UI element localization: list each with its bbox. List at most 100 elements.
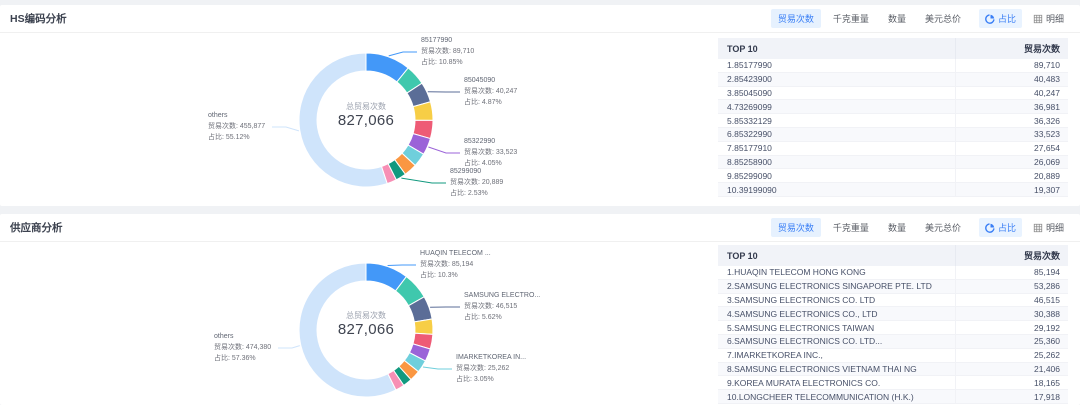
donut-segment[interactable] bbox=[298, 52, 388, 188]
table-row: 4.73269099 36,981 bbox=[718, 100, 1068, 115]
table-cell-value: 29,192 bbox=[955, 321, 1068, 334]
table-cell-value: 26,069 bbox=[955, 155, 1068, 169]
grid-icon bbox=[1033, 14, 1043, 24]
panel-body: 总贸易次数 827,066 HUAQIN TELECOM ... 贸易次数: 8… bbox=[0, 242, 1080, 405]
view-detail-button[interactable]: 明细 bbox=[1027, 9, 1070, 28]
view-detail-label: 明细 bbox=[1045, 223, 1064, 233]
table-header-value: 贸易次数 bbox=[955, 38, 1068, 59]
callout-leader-line bbox=[401, 177, 446, 184]
hs-code-analysis-panel: HS编码分析 贸易次数 千克重量 数量 美元总价 占比 明细 bbox=[0, 5, 1080, 206]
panel-header: 供应商分析 贸易次数 千克重量 数量 美元总价 占比 明细 bbox=[0, 214, 1080, 242]
callout-leader-line bbox=[272, 126, 300, 132]
table-cell-name: 1.HUAQIN TELECOM HONG KONG bbox=[727, 267, 866, 278]
chart-callout: 85045090 贸易次数: 40,247 占比: 4.87% bbox=[464, 77, 518, 106]
table-row: 3.85045090 40,247 bbox=[718, 86, 1068, 101]
table-cell-name: 3.85045090 bbox=[727, 87, 772, 98]
metric-trade-count-button[interactable]: 贸易次数 bbox=[770, 218, 821, 237]
metric-quantity-button[interactable]: 数量 bbox=[881, 218, 913, 237]
table-cell-name: 7.IMARKETKOREA INC., bbox=[727, 350, 823, 361]
table-row: 10.39199090 19,307 bbox=[718, 183, 1068, 197]
table-cell-name: 7.85177910 bbox=[727, 143, 772, 154]
table-row: 8.85258900 26,069 bbox=[718, 155, 1068, 170]
table-cell-value: 21,406 bbox=[955, 362, 1068, 376]
table-cell-name: 10.LONGCHEER TELECOMMUNICATION (H.K.) bbox=[727, 391, 914, 402]
top10-table: TOP 10 贸易次数 1.HUAQIN TELECOM HONG KONG 85… bbox=[718, 245, 1068, 404]
chart-callout: HUAQIN TELECOM ... 贸易次数: 85,194 占比: 10.3… bbox=[420, 250, 491, 279]
metric-usd-total-button[interactable]: 美元总价 bbox=[918, 9, 968, 28]
toolbar: 贸易次数 千克重量 数量 美元总价 占比 明细 bbox=[770, 218, 1070, 237]
table-row: 1.HUAQIN TELECOM HONG KONG 85,194 bbox=[718, 266, 1068, 280]
view-detail-button[interactable]: 明细 bbox=[1027, 218, 1070, 237]
table-row: 7.85177910 27,654 bbox=[718, 141, 1068, 156]
view-detail-label: 明细 bbox=[1045, 14, 1064, 24]
table-header-name: TOP 10 bbox=[727, 43, 758, 54]
donut-svg bbox=[278, 262, 460, 398]
table-row: 6.85322990 33,523 bbox=[718, 127, 1068, 142]
chart-callout-others: others 贸易次数: 474,380 占比: 57.36% bbox=[214, 333, 272, 362]
pie-chart-icon bbox=[985, 13, 995, 24]
table-cell-value: 46,515 bbox=[955, 293, 1068, 307]
metric-trade-count-button[interactable]: 贸易次数 bbox=[770, 9, 821, 28]
view-proportion-label: 占比 bbox=[997, 223, 1016, 233]
table-row: 5.SAMSUNG ELECTRONICS TAIWAN 29,192 bbox=[718, 321, 1068, 335]
table-cell-value: 85,194 bbox=[955, 266, 1068, 279]
table-cell-value: 36,981 bbox=[955, 100, 1068, 114]
callout-leader-line bbox=[428, 146, 460, 154]
table-cell-name: 4.SAMSUNG ELECTRONICS CO., LTD bbox=[727, 308, 878, 319]
supplier-analysis-panel: 供应商分析 贸易次数 千克重量 数量 美元总价 占比 明细 总 bbox=[0, 214, 1080, 405]
table-row: 9.85299090 20,889 bbox=[718, 169, 1068, 184]
donut-chart: 总贸易次数 827,066 HUAQIN TELECOM ... 贸易次数: 8… bbox=[0, 242, 712, 405]
callout-leader-line bbox=[278, 345, 300, 349]
view-proportion-button[interactable]: 占比 bbox=[978, 218, 1022, 237]
donut-svg bbox=[272, 51, 460, 188]
view-proportion-button[interactable]: 占比 bbox=[978, 9, 1022, 28]
table-cell-name: 4.73269099 bbox=[727, 101, 772, 112]
chart-callout: 85177990 贸易次数: 89,710 占比: 10.85% bbox=[421, 37, 475, 66]
table-row: 8.SAMSUNG ELECTRONICS VIETNAM THAI NG 21,… bbox=[718, 362, 1068, 377]
table-row: 10.LONGCHEER TELECOMMUNICATION (H.K.) 17,… bbox=[718, 390, 1068, 404]
chart-callout: IMARKETKOREA IN... 贸易次数: 25,262 占比: 3.05… bbox=[456, 354, 527, 383]
callout-leader-line bbox=[388, 51, 417, 57]
chart-callout-others: others 贸易次数: 455,877 占比: 55.12% bbox=[208, 112, 266, 141]
pie-chart-icon bbox=[985, 222, 995, 233]
table-cell-value: 33,523 bbox=[955, 127, 1068, 141]
table-cell-name: 10.39199090 bbox=[727, 184, 777, 195]
metric-quantity-button[interactable]: 数量 bbox=[881, 9, 913, 28]
table-row: 2.SAMSUNG ELECTRONICS SINGAPORE PTE. LTD… bbox=[718, 279, 1068, 294]
table-cell-name: 6.85322990 bbox=[727, 129, 772, 140]
donut-segment[interactable] bbox=[413, 318, 434, 335]
panel-title: HS编码分析 bbox=[10, 13, 67, 25]
table-row: 9.KOREA MURATA ELECTRONICS CO. 18,165 bbox=[718, 376, 1068, 391]
metric-usd-total-button[interactable]: 美元总价 bbox=[918, 218, 968, 237]
view-proportion-label: 占比 bbox=[997, 14, 1016, 24]
table-cell-value: 53,286 bbox=[955, 279, 1068, 293]
table-row: 6.SAMSUNG ELECTRONICS CO. LTD... 25,360 bbox=[718, 334, 1068, 349]
table-cell-name: 2.85423900 bbox=[727, 74, 772, 85]
callout-leader-line bbox=[387, 264, 416, 266]
table-cell-name: 2.SAMSUNG ELECTRONICS SINGAPORE PTE. LTD bbox=[727, 281, 932, 292]
table-cell-name: 8.SAMSUNG ELECTRONICS VIETNAM THAI NG bbox=[727, 363, 917, 374]
table-cell-value: 36,326 bbox=[955, 114, 1068, 127]
table-cell-name: 9.KOREA MURATA ELECTRONICS CO. bbox=[727, 377, 881, 388]
metric-kg-weight-button[interactable]: 千克重量 bbox=[826, 218, 876, 237]
metric-kg-weight-button[interactable]: 千克重量 bbox=[826, 9, 876, 28]
table-cell-name: 5.85332129 bbox=[727, 115, 772, 126]
table-body: 1.85177990 89,710 2.85423900 40,483 3.850450… bbox=[718, 59, 1068, 197]
panel-title: 供应商分析 bbox=[10, 222, 63, 234]
table-cell-value: 40,247 bbox=[955, 86, 1068, 100]
table-header-name: TOP 10 bbox=[727, 250, 758, 261]
table-cell-name: 3.SAMSUNG ELECTRONICS CO. LTD bbox=[727, 294, 876, 305]
donut-segment[interactable] bbox=[298, 262, 397, 398]
table-row: 2.85423900 40,483 bbox=[718, 72, 1068, 87]
chart-callout: 85322990 贸易次数: 33,523 占比: 4.05% bbox=[464, 138, 518, 167]
table-cell-value: 17,918 bbox=[955, 390, 1068, 403]
table-cell-value: 19,307 bbox=[955, 183, 1068, 196]
table-cell-value: 20,889 bbox=[955, 169, 1068, 183]
table-cell-value: 89,710 bbox=[955, 59, 1068, 72]
table-row: 4.SAMSUNG ELECTRONICS CO., LTD 30,388 bbox=[718, 307, 1068, 322]
table-row: 7.IMARKETKOREA INC., 25,262 bbox=[718, 348, 1068, 363]
table-cell-value: 18,165 bbox=[955, 376, 1068, 390]
table-header-value: 贸易次数 bbox=[955, 245, 1068, 266]
table-cell-name: 9.85299090 bbox=[727, 170, 772, 181]
